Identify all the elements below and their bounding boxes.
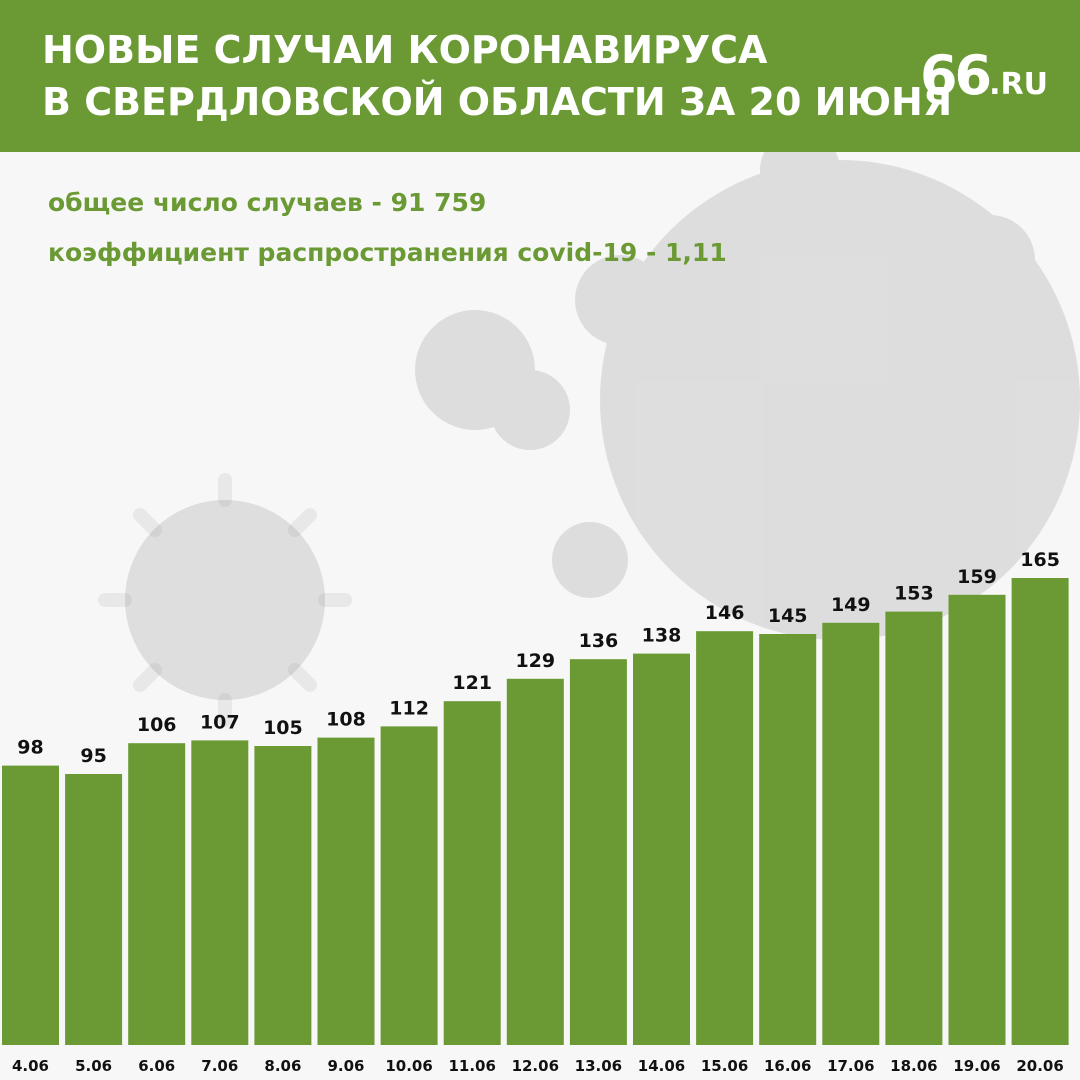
x-tick-label: 9.06 [327, 1057, 364, 1075]
bar-value-label: 121 [452, 672, 492, 694]
bar-value-label: 112 [389, 697, 429, 719]
bar-value-label: 159 [957, 566, 997, 588]
header-banner: НОВЫЕ СЛУЧАИ КОРОНАВИРУСА В СВЕРДЛОВСКОЙ… [0, 0, 1080, 152]
bar-value-label: 129 [515, 650, 555, 672]
x-tick-label: 7.06 [201, 1057, 238, 1075]
bar-11.06 [443, 701, 501, 1045]
bar-18.06 [885, 611, 943, 1045]
bar-value-label: 106 [137, 714, 177, 736]
x-tick-label: 17.06 [827, 1057, 874, 1075]
brand-logo: 66.RU [919, 44, 1048, 107]
spread-rate-text: коэффициент распространения covid-19 - 1… [48, 238, 727, 267]
x-tick-label: 19.06 [953, 1057, 1000, 1075]
bar-value-label: 146 [705, 602, 745, 624]
bar-6.06 [128, 743, 186, 1045]
total-cases-text: общее число случаев - 91 759 [48, 188, 487, 217]
x-tick-label: 16.06 [764, 1057, 811, 1075]
x-tick-label: 10.06 [385, 1057, 432, 1075]
bar-7.06 [191, 740, 249, 1045]
bar-8.06 [254, 746, 312, 1045]
x-tick-label: 12.06 [512, 1057, 559, 1075]
virus-small-1 [415, 310, 535, 430]
bar-19.06 [948, 594, 1006, 1045]
x-tick-label: 4.06 [12, 1057, 49, 1075]
bar-value-label: 108 [326, 709, 366, 731]
x-tick-label: 5.06 [75, 1057, 112, 1075]
bar-value-label: 138 [642, 625, 682, 647]
x-tick-label: 11.06 [448, 1057, 495, 1075]
x-tick-label: 6.06 [138, 1057, 175, 1075]
bar-17.06 [822, 622, 880, 1045]
virus-body-large [600, 160, 1080, 640]
virus-small-2 [125, 500, 325, 700]
bar-value-label: 145 [768, 605, 808, 627]
x-tick-label: 14.06 [638, 1057, 685, 1075]
x-tick-label: 13.06 [575, 1057, 622, 1075]
bar-4.06 [2, 765, 59, 1045]
bar-value-label: 165 [1020, 549, 1060, 571]
x-tick-label: 18.06 [890, 1057, 937, 1075]
x-tick-label: 8.06 [264, 1057, 301, 1075]
bar-value-label: 107 [200, 711, 240, 733]
bar-20.06 [1011, 578, 1069, 1045]
bar-value-label: 136 [579, 630, 619, 652]
bar-value-label: 149 [831, 594, 871, 616]
bar-9.06 [317, 737, 375, 1045]
bar-value-label: 153 [894, 583, 934, 605]
x-tick-label: 20.06 [1016, 1057, 1063, 1075]
page-title: НОВЫЕ СЛУЧАИ КОРОНАВИРУСА В СВЕРДЛОВСКОЙ… [42, 24, 952, 128]
bar-12.06 [506, 678, 564, 1045]
bar-5.06 [65, 774, 123, 1045]
bar-13.06 [569, 659, 627, 1045]
bar-value-label: 95 [80, 745, 106, 767]
bar-16.06 [759, 634, 817, 1045]
bar-15.06 [696, 631, 754, 1045]
bar-14.06 [633, 653, 690, 1045]
title-line-2: В СВЕРДЛОВСКОЙ ОБЛАСТИ ЗА 20 ИЮНЯ [42, 80, 953, 124]
x-tick-label: 15.06 [701, 1057, 748, 1075]
title-line-1: НОВЫЕ СЛУЧАИ КОРОНАВИРУСА [42, 28, 768, 72]
bar-value-label: 98 [17, 737, 43, 759]
bar-10.06 [380, 726, 438, 1045]
bar-value-label: 105 [263, 717, 303, 739]
stats-block: общее число случаев - 91 759 коэффициент… [48, 178, 727, 278]
